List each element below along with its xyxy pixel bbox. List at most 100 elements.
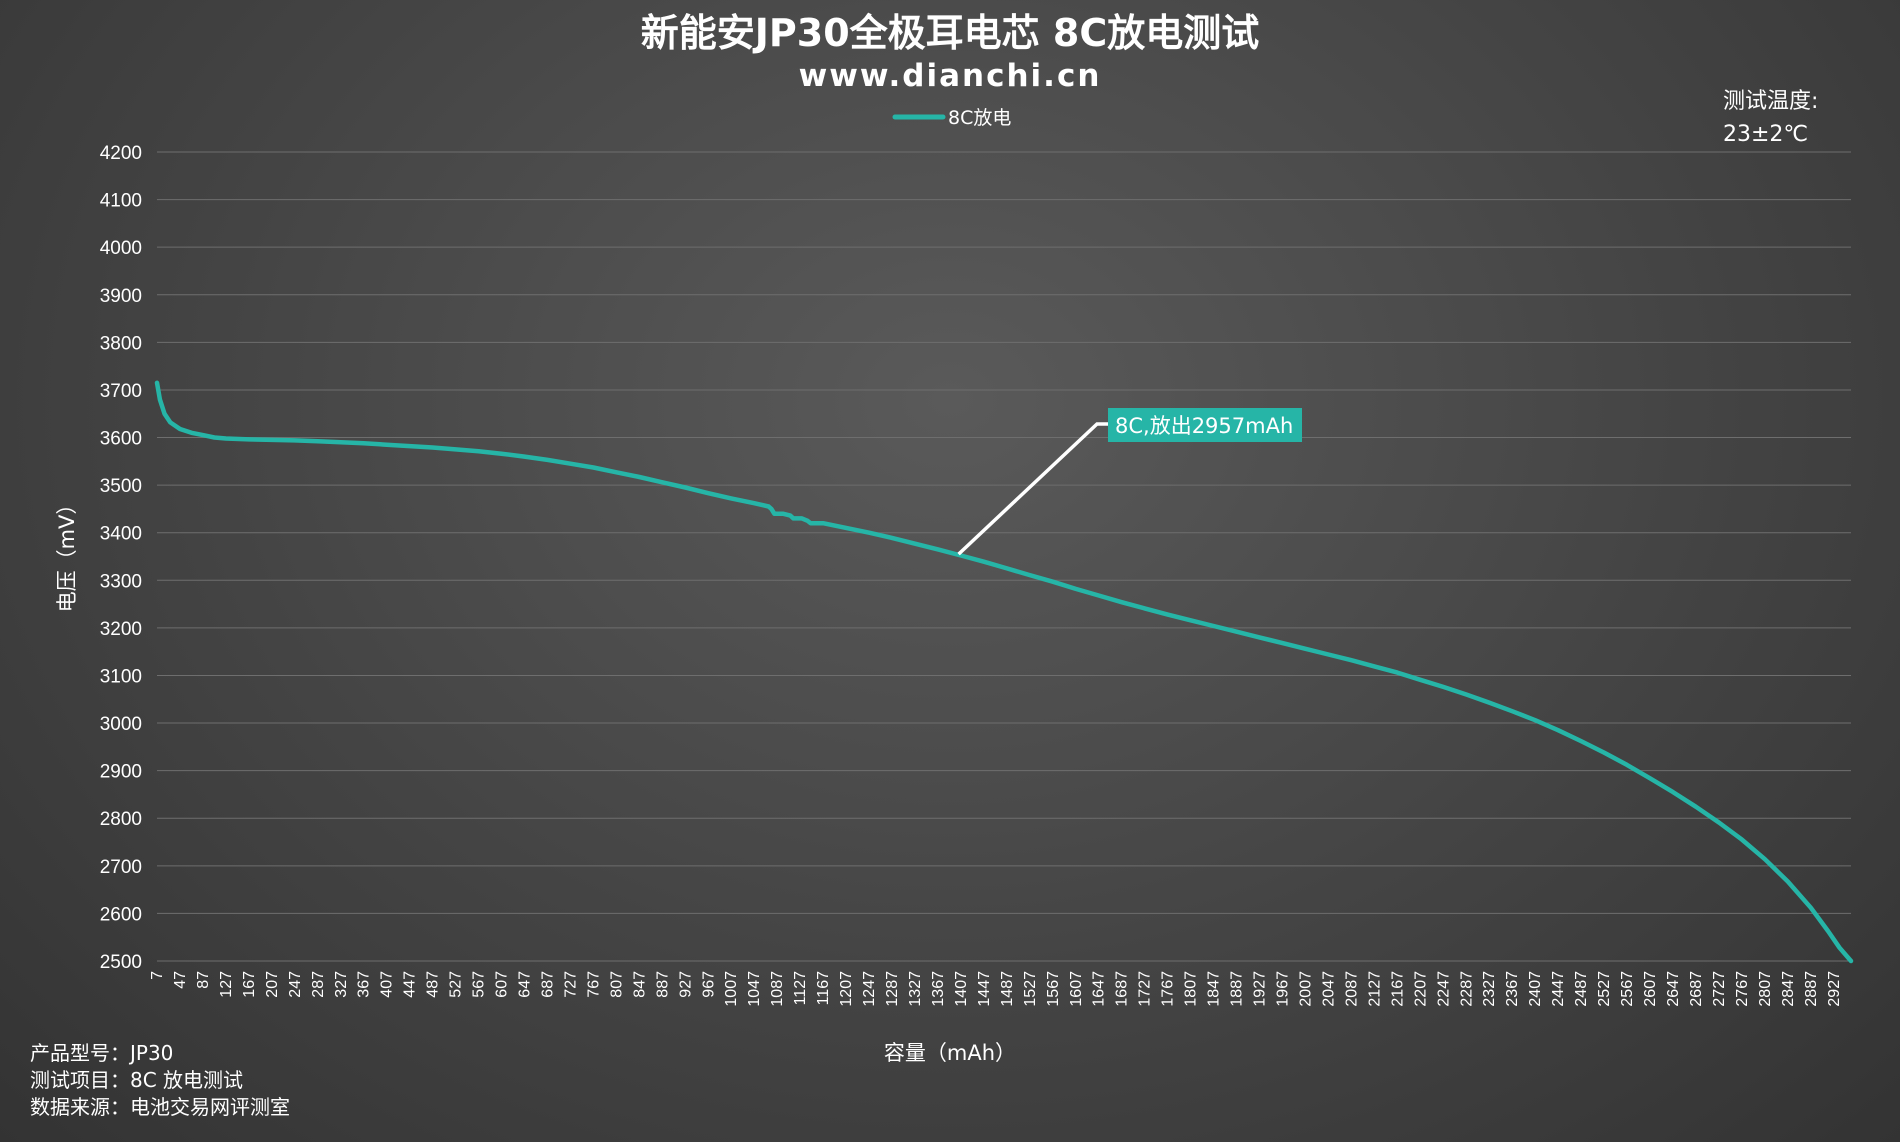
x-tick-label: 1287	[884, 971, 901, 1007]
product-model: 产品型号：JP30	[30, 1041, 173, 1065]
x-tick-label: 2847	[1780, 971, 1797, 1007]
x-tick-label: 1407	[953, 971, 970, 1007]
x-tick-label: 167	[241, 971, 258, 998]
x-axis-ticks: 7 47 87 127 167 207 247 287 327 367 407 447 487 527 56…	[149, 971, 1843, 1007]
callout: 8C,放出2957mAh	[957, 408, 1302, 556]
y-tick-label: 3200	[100, 619, 142, 640]
x-tick-label: 2487	[1573, 971, 1590, 1007]
x-tick-label: 2047	[1320, 971, 1337, 1007]
x-tick-label: 207	[264, 971, 281, 998]
x-tick-label: 2567	[1619, 971, 1636, 1007]
x-axis-label: 容量（mAh）	[884, 1041, 1016, 1065]
x-tick-label: 2207	[1412, 971, 1429, 1007]
x-tick-label: 2407	[1527, 971, 1544, 1007]
y-tick-label: 3600	[100, 429, 142, 450]
x-tick-label: 447	[402, 971, 419, 998]
x-tick-label: 2247	[1435, 971, 1452, 1007]
footer-info: 产品型号：JP30 测试项目：8C 放电测试 数据来源：电池交易网评测室	[30, 1041, 290, 1119]
x-tick-label: 1727	[1137, 971, 1154, 1007]
x-tick-label: 407	[379, 971, 396, 998]
y-tick-label: 3000	[100, 714, 142, 735]
chart-title: 新能安JP30全极耳电芯 8C放电测试	[641, 11, 1259, 55]
x-tick-label: 1687	[1114, 971, 1131, 1007]
temperature-label: 测试温度:	[1723, 89, 1818, 114]
y-tick-label: 3400	[100, 524, 142, 545]
x-tick-label: 1087	[769, 971, 786, 1007]
x-tick-label: 687	[539, 971, 556, 998]
test-item: 测试项目：8C 放电测试	[30, 1068, 243, 1092]
x-tick-label: 2927	[1826, 971, 1843, 1007]
y-tick-label: 3300	[100, 571, 142, 592]
x-tick-label: 2327	[1481, 971, 1498, 1007]
legend-label: 8C放电	[948, 107, 1011, 129]
x-tick-label: 2367	[1504, 971, 1521, 1007]
x-tick-label: 1647	[1091, 971, 1108, 1007]
x-tick-label: 1367	[930, 971, 947, 1007]
x-tick-label: 1487	[999, 971, 1016, 1007]
x-tick-label: 2087	[1343, 971, 1360, 1007]
chart-subtitle: www.dianchi.cn	[799, 58, 1102, 94]
x-tick-label: 2127	[1366, 971, 1383, 1007]
y-tick-label: 4100	[100, 191, 142, 212]
callout-leader-line	[957, 422, 1108, 556]
x-tick-label: 1607	[1068, 971, 1085, 1007]
x-tick-label: 1127	[792, 971, 809, 1006]
x-tick-label: 247	[287, 971, 304, 998]
x-tick-label: 2727	[1711, 971, 1728, 1007]
y-axis-ticks: 2500 2600 2700 2800 2900 3000 3100 3200 3300 3400…	[100, 143, 142, 973]
y-tick-label: 3500	[100, 476, 142, 497]
x-tick-label: 887	[654, 971, 671, 998]
data-source: 数据来源：电池交易网评测室	[30, 1095, 290, 1119]
y-tick-label: 4000	[100, 238, 142, 259]
x-tick-label: 1967	[1275, 971, 1292, 1007]
x-tick-label: 1247	[861, 971, 878, 1007]
callout-box	[1108, 408, 1302, 442]
x-tick-label: 2887	[1803, 971, 1820, 1007]
x-tick-label: 1527	[1022, 971, 1039, 1007]
x-tick-label: 2607	[1642, 971, 1659, 1007]
x-tick-label: 1327	[907, 971, 924, 1007]
legend: 8C放电	[892, 107, 1011, 129]
gridlines	[157, 151, 1851, 962]
x-tick-label: 1847	[1206, 971, 1223, 1007]
temperature-note: 测试温度: 23±2℃	[1723, 89, 1818, 147]
x-tick-label: 47	[172, 971, 189, 989]
x-tick-label: 2807	[1757, 971, 1774, 1007]
x-tick-label: 807	[608, 971, 625, 998]
y-tick-label: 4200	[100, 143, 142, 164]
x-tick-label: 1007	[723, 971, 740, 1007]
x-tick-label: 327	[333, 971, 350, 998]
x-tick-label: 287	[310, 971, 327, 998]
x-tick-label: 2647	[1665, 971, 1682, 1007]
series-line-8c	[154, 380, 1854, 964]
y-tick-label: 2500	[100, 952, 142, 973]
x-tick-label: 1767	[1160, 971, 1177, 1007]
x-tick-label: 2447	[1550, 971, 1567, 1007]
x-tick-label: 1047	[746, 971, 763, 1007]
y-axis-label: 电压（mV）	[55, 494, 79, 613]
x-tick-label: 1447	[976, 971, 993, 1007]
temperature-value: 23±2℃	[1723, 122, 1808, 147]
y-tick-label: 3900	[100, 286, 142, 307]
callout-label: 8C,放出2957mAh	[1115, 414, 1293, 438]
x-tick-label: 767	[585, 971, 602, 998]
x-tick-label: 927	[677, 971, 694, 998]
x-tick-label: 2007	[1297, 971, 1314, 1007]
x-tick-label: 2527	[1596, 971, 1613, 1007]
x-tick-label: 647	[517, 971, 534, 998]
x-tick-label: 367	[356, 971, 373, 998]
x-tick-label: 1887	[1229, 971, 1246, 1007]
y-tick-label: 2600	[100, 904, 142, 925]
x-tick-label: 847	[631, 971, 648, 998]
y-tick-label: 2900	[100, 762, 142, 783]
x-tick-label: 2767	[1734, 971, 1751, 1007]
x-tick-label: 2167	[1389, 971, 1406, 1007]
y-tick-label: 3800	[100, 333, 142, 354]
x-tick-label: 487	[425, 971, 442, 998]
x-tick-label: 1207	[838, 971, 855, 1007]
x-tick-label: 527	[448, 971, 465, 998]
x-tick-label: 1807	[1183, 971, 1200, 1007]
y-tick-label: 2700	[100, 857, 142, 878]
x-tick-label: 127	[218, 971, 235, 998]
x-tick-label: 2687	[1688, 971, 1705, 1007]
